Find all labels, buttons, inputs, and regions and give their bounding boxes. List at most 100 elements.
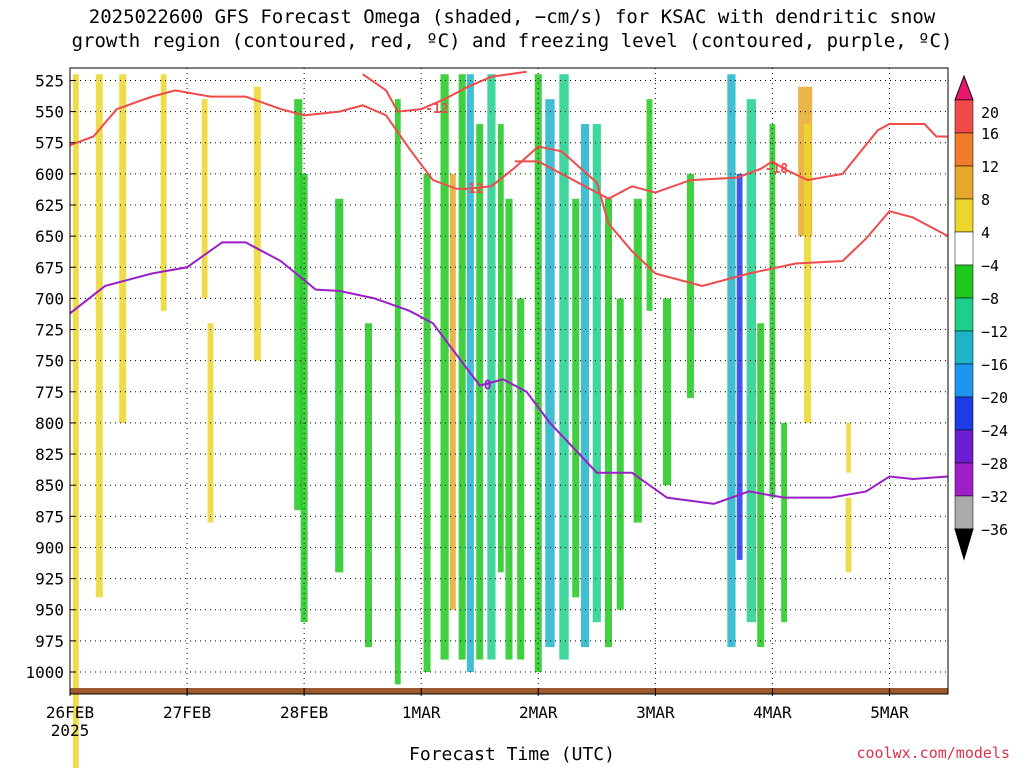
omega-cell [845,497,852,573]
contour-lines: -12 -12 -18 0 [69,70,949,505]
y-tick-label: 700 [35,289,64,308]
colorbar-swatch [954,264,974,299]
y-tick-label: 925 [35,570,64,589]
colorbar-label: −36 [981,521,1008,539]
omega-cell [497,124,504,573]
omega-cell [769,124,776,498]
omega-cell [440,74,449,660]
y-tick-label: 950 [35,601,64,620]
colorbar-label: −4 [981,257,999,275]
colorbar-label: −20 [981,389,1008,407]
y-tick-label: 600 [35,165,64,184]
dendritic-contour [362,70,527,113]
x-tick-label: 1MAR [402,703,441,722]
colorbar-label: −12 [981,323,1008,341]
colorbar-swatch [954,132,974,167]
colorbar-top-arrow [954,74,974,101]
colorbar-label: −8 [981,290,999,308]
omega-cell [476,124,484,660]
omega-cell [572,198,580,598]
colorbar: 20 16 12 8 4 −4 −8 −12 −16 −20 −24 −28 −32 −36 [954,74,1008,561]
y-tick-label: 850 [35,476,64,495]
y-tick-label: 575 [35,134,64,153]
colorbar-label: −16 [981,356,1008,374]
x-tick-label: 4MAR [753,703,792,722]
dendritic-contour [514,123,948,200]
colorbar-swatch [954,198,974,233]
colorbar-swatch [954,462,974,497]
colorbar-bottom-arrow [954,528,974,561]
omega-cell [592,124,601,623]
x-tick-label: 27FEB [163,703,211,722]
omega-cell [736,173,743,560]
omega-cell [253,86,261,361]
omega-cell [201,99,208,299]
colorbar-swatch [954,165,974,200]
chart-title-line2: growth region (contoured, red, ºC) and f… [71,30,953,52]
x-tick-label: 26FEB [46,703,94,722]
y-tick-label: 675 [35,258,64,277]
omega-cell [458,74,466,660]
omega-cell [846,422,851,473]
omega-cell [95,74,103,598]
y-tick-label: 625 [35,196,64,215]
x-year-label: 2025 [51,721,90,740]
credit-text: coolwx.com/models [856,744,1010,762]
colorbar-label: 4 [981,224,990,242]
x-tick-label: 3MAR [636,703,675,722]
y-tick-label: 775 [35,383,64,402]
colorbar-swatch [954,363,974,398]
dendritic-contour [69,89,949,287]
y-tick-label: 800 [35,414,64,433]
colorbar-swatch [954,495,974,530]
axes: 525 550 575 600 625 650 675 700 725 750 775 800 825 8… [25,67,949,740]
omega-cell [580,124,590,648]
y-tick-label: 900 [35,538,64,557]
dendritic-contour-label: -12 [460,182,483,197]
colorbar-swatch [954,99,974,134]
x-tick-label: 2MAR [519,703,558,722]
x-axis-label: Forecast Time (UTC) [409,744,615,765]
omega-cell [545,99,555,648]
omega-cell [559,74,569,660]
dendritic-contour-label: -12 [425,102,448,117]
colorbar-label: −28 [981,455,1008,473]
omega-cell [294,99,303,511]
colorbar-label: −32 [981,488,1008,506]
x-tick-label: 28FEB [280,703,328,722]
omega-cell [487,74,496,660]
omega-cell [727,74,736,648]
omega-cell [604,198,613,648]
omega-cell [72,74,79,768]
omega-cell [781,422,788,623]
omega-cell [646,99,653,311]
omega-cell [804,124,812,423]
colorbar-label: −24 [981,422,1008,440]
y-tick-label: 875 [35,507,64,526]
colorbar-swatch [954,429,974,464]
omega-cell [119,74,127,423]
plot-frame [69,67,949,695]
omega-cell [746,99,757,623]
dendritic-contour-label: -18 [765,162,789,177]
colorbar-label: 16 [981,125,999,143]
y-tick-label: 650 [35,227,64,246]
y-tick-label: 725 [35,321,64,340]
omega-cell [423,173,431,673]
freezing-level-contour-label: 0 [484,379,492,394]
colorbar-swatch [954,297,974,332]
omega-cell [662,298,672,486]
omega-cell [394,99,401,685]
y-tick-label: 750 [35,352,64,371]
omega-cell [160,74,167,311]
colorbar-swatch [954,231,974,266]
colorbar-swatch [954,396,974,431]
y-tick-label: 825 [35,445,64,464]
omega-cell [335,198,344,573]
omega-cell [633,198,642,523]
colorbar-label: 8 [981,191,990,209]
y-tick-label: 525 [35,71,64,90]
omega-cell [517,298,525,660]
omega-cell [686,173,694,399]
